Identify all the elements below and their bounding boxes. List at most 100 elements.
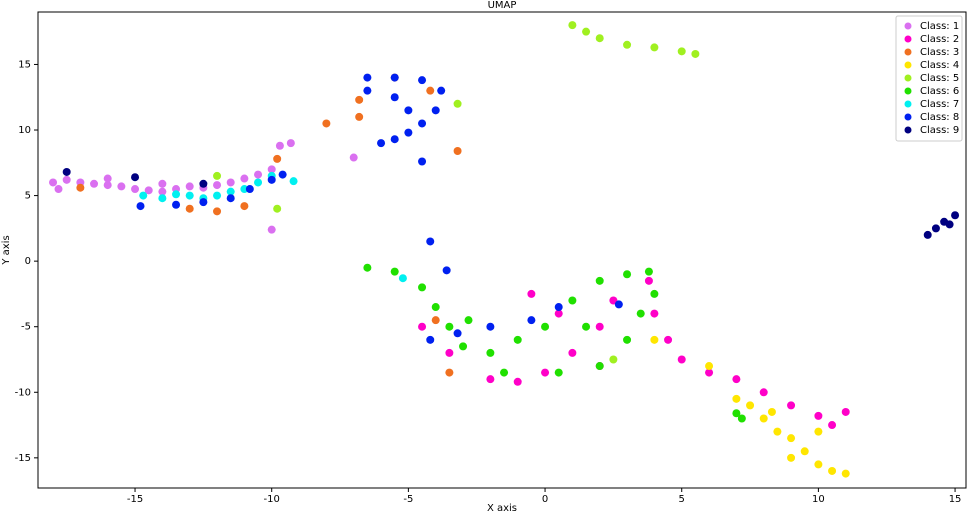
point (213, 181, 222, 190)
point (103, 174, 112, 183)
point (931, 224, 940, 233)
point (677, 355, 686, 364)
point (644, 276, 653, 285)
point (568, 21, 577, 30)
point (418, 322, 427, 331)
x-tick-label: 5 (679, 494, 685, 505)
legend-label: Class: 5 (920, 73, 959, 84)
point (945, 220, 954, 229)
point (131, 185, 140, 194)
point (541, 368, 550, 377)
plot-frame (37, 11, 967, 489)
point (453, 329, 462, 338)
point (595, 34, 604, 43)
legend-marker (904, 48, 912, 56)
point (275, 141, 284, 150)
point (554, 309, 563, 318)
point (117, 182, 126, 191)
legend-label: Class: 1 (920, 21, 959, 32)
point (363, 86, 372, 95)
point (800, 447, 809, 456)
point (418, 157, 427, 166)
point (582, 322, 591, 331)
point (199, 179, 208, 188)
point (426, 237, 435, 246)
point (404, 128, 413, 137)
point (650, 43, 659, 52)
point (554, 368, 563, 377)
point (76, 183, 85, 192)
point (705, 362, 714, 371)
x-tick-label: 15 (949, 494, 962, 505)
point (453, 99, 462, 108)
x-tick-label: 10 (812, 494, 825, 505)
point (636, 309, 645, 318)
legend-label: Class: 7 (920, 99, 959, 110)
point (650, 289, 659, 298)
point (240, 185, 249, 194)
x-tick-label: -5 (403, 494, 413, 505)
point (62, 175, 71, 184)
point (527, 316, 536, 325)
point (377, 139, 386, 148)
point (390, 135, 399, 144)
point (349, 153, 358, 162)
y-tick-label: -5 (21, 322, 31, 333)
point (732, 375, 741, 384)
point (527, 289, 536, 298)
point (650, 335, 659, 344)
point (240, 174, 249, 183)
x-tick-label: -15 (127, 494, 143, 505)
legend-label: Class: 2 (920, 34, 959, 45)
point (554, 303, 563, 312)
point (90, 179, 99, 188)
point (286, 139, 295, 148)
point (737, 414, 746, 423)
point (226, 187, 235, 196)
point (500, 368, 509, 377)
point (158, 194, 167, 203)
point (595, 322, 604, 331)
point (185, 182, 194, 191)
y-tick-label: 0 (25, 256, 31, 267)
point (513, 377, 522, 386)
legend-marker (904, 35, 912, 43)
point (213, 191, 222, 200)
legend-marker (904, 87, 912, 95)
point (390, 267, 399, 276)
legend-label: Class: 6 (920, 86, 959, 97)
point (254, 178, 263, 187)
point (185, 204, 194, 213)
legend-box (895, 15, 963, 142)
point (158, 187, 167, 196)
point (814, 460, 823, 469)
legend-marker (904, 22, 912, 30)
point (418, 76, 427, 85)
point (568, 296, 577, 305)
point (431, 316, 440, 325)
point (732, 409, 741, 418)
point (746, 401, 755, 410)
point (445, 322, 454, 331)
point (49, 178, 58, 187)
y-tick-label: 5 (25, 191, 31, 202)
point (404, 106, 413, 115)
point (363, 73, 372, 82)
point (677, 47, 686, 56)
point (172, 190, 181, 199)
point (787, 401, 796, 410)
x-axis-label: X axis (487, 503, 517, 513)
y-tick-label: -15 (15, 453, 31, 464)
point (418, 119, 427, 128)
legend-marker (904, 74, 912, 82)
point (199, 198, 208, 207)
point (623, 40, 632, 49)
point (650, 309, 659, 318)
point (431, 106, 440, 115)
point (245, 185, 254, 194)
point (437, 86, 446, 95)
point (442, 266, 451, 275)
point (431, 303, 440, 312)
point (185, 191, 194, 200)
